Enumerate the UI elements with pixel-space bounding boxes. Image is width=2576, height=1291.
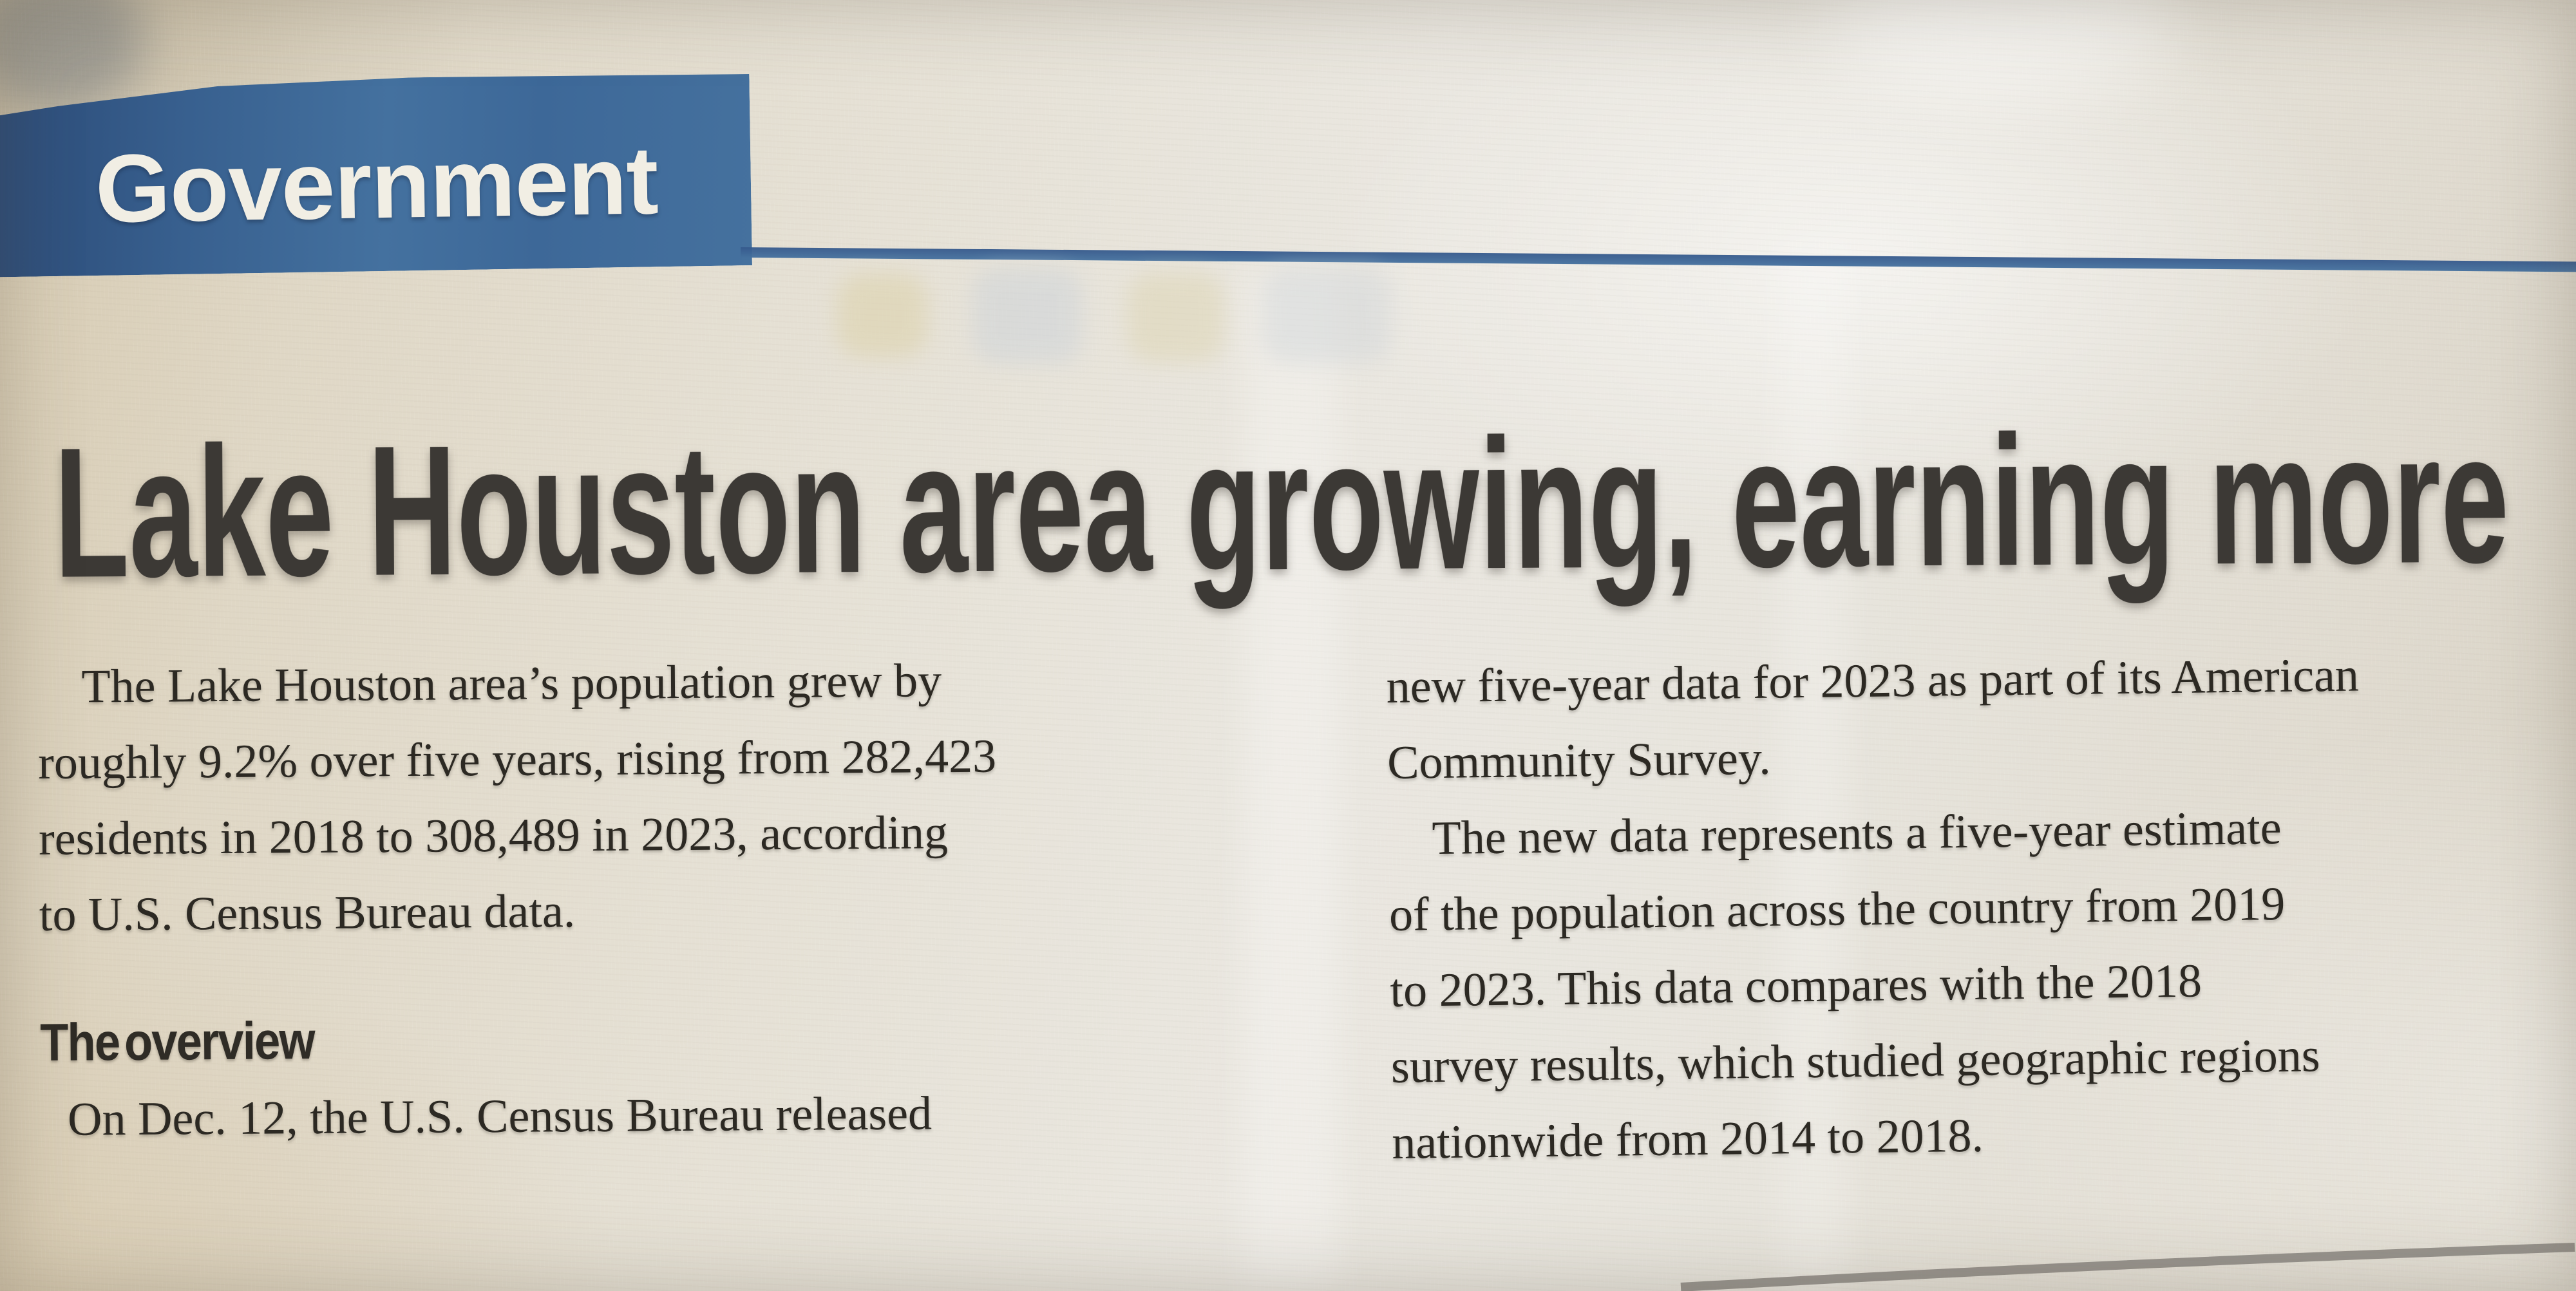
photo-artifact-top-left xyxy=(0,0,145,113)
body-paragraph-estimate: The new data represents a five-year esti… xyxy=(1388,802,2321,1169)
photo-glare-top-right xyxy=(1829,0,2177,90)
showthrough-blob xyxy=(972,267,1082,364)
section-label: Government xyxy=(94,126,659,243)
subhead-overview: The overview xyxy=(39,1012,315,1072)
body-paragraph-continued: new five-year data for 2023 as part of i… xyxy=(1386,648,2360,789)
showthrough-blob xyxy=(1262,267,1391,364)
section-banner: Government xyxy=(0,72,752,277)
headline: Lake Houston area growing, earning more xyxy=(52,394,2533,650)
section-rule xyxy=(740,247,2576,272)
bottom-edge-rule xyxy=(1680,1243,2575,1291)
headline-text: Lake Houston area growing, earning more xyxy=(53,395,2510,617)
body-paragraph-overview: On Dec. 12, the U.S. Census Bureau relea… xyxy=(67,1087,933,1146)
ink-showthrough xyxy=(824,267,1430,377)
article-left-column: The Lake Houston area’s population grew … xyxy=(37,641,1209,1158)
showthrough-blob xyxy=(837,274,927,357)
headline-svg: Lake Houston area growing, earning more xyxy=(53,394,2510,617)
body-paragraph-lead: The Lake Houston area’s population grew … xyxy=(37,654,997,941)
showthrough-blob xyxy=(1127,272,1224,363)
article-right-column: new five-year data for 2023 as part of i… xyxy=(1386,634,2576,1181)
